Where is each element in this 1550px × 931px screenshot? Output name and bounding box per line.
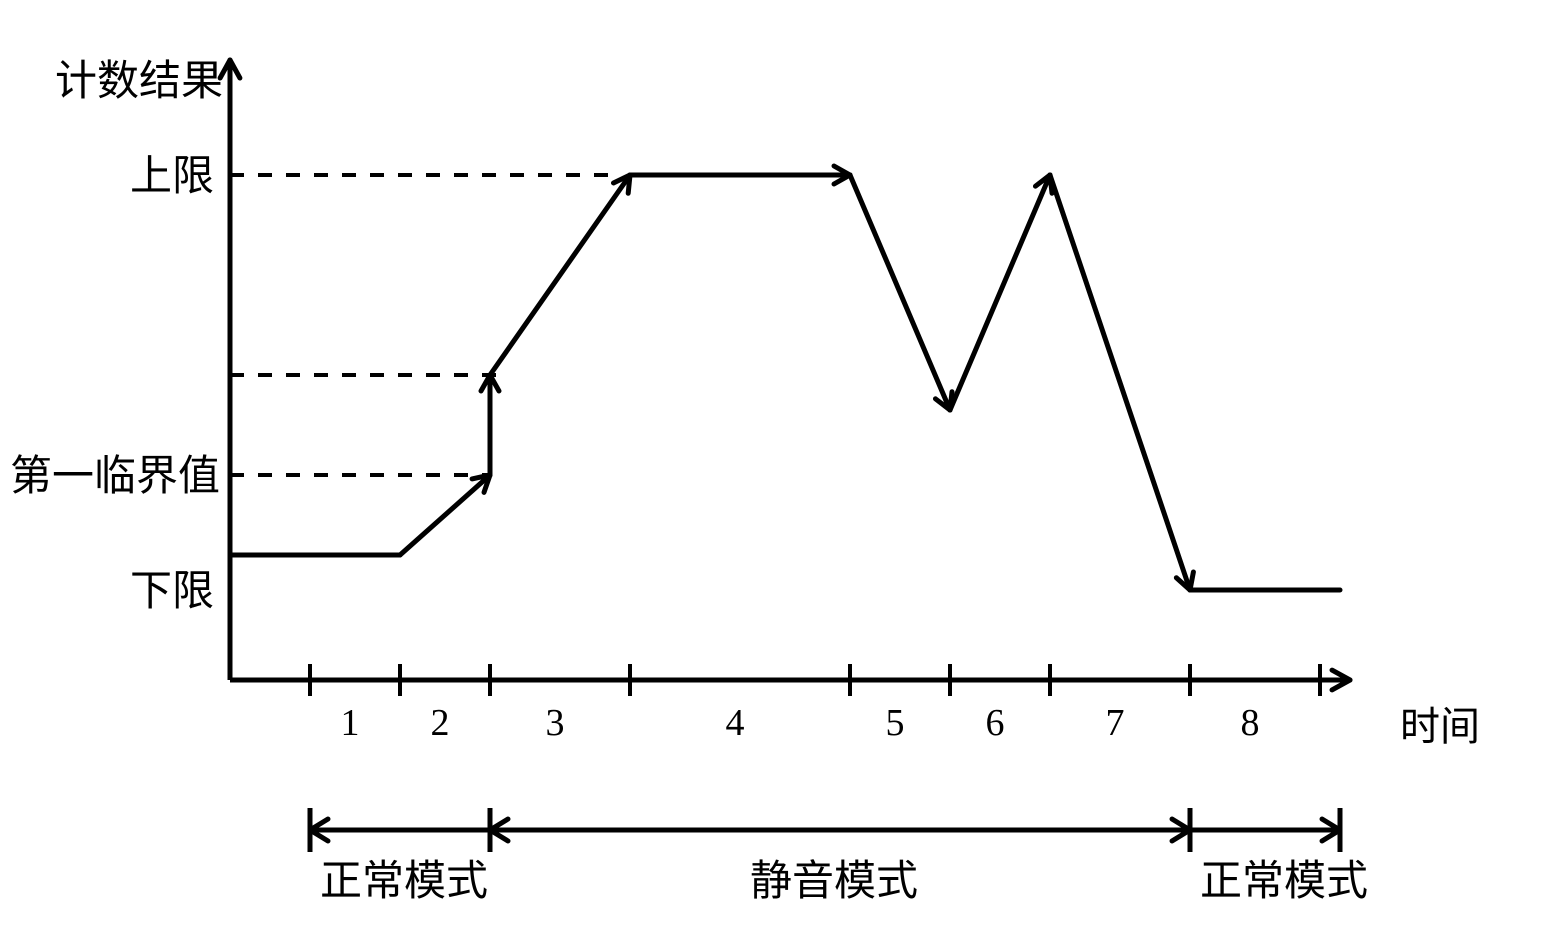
x-tick-label: 3 <box>546 702 565 744</box>
x-tick-label: 1 <box>341 702 360 744</box>
y-level-label: 上限 <box>130 154 214 200</box>
x-axis-title: 时间 <box>1400 704 1480 749</box>
x-tick-label: 4 <box>726 702 745 744</box>
dashed-guides <box>230 175 620 475</box>
curve-arrow <box>1190 572 1193 590</box>
mode-label: 正常模式 <box>1200 859 1368 905</box>
x-tick-label: 2 <box>431 702 450 744</box>
x-tick-label: 8 <box>1241 702 1260 744</box>
curve-segment <box>850 175 950 410</box>
curve-segment <box>950 175 1050 410</box>
mode-label: 正常模式 <box>320 859 488 905</box>
x-tick-label: 5 <box>886 702 905 744</box>
y-axis-title: 计数结果 <box>55 59 223 105</box>
curve-segment <box>1050 175 1190 590</box>
y-level-label: 下限 <box>130 569 214 615</box>
curve-segment <box>490 175 630 375</box>
diagram: 1 2 3 4 5 6 7 8 时间 计数结果上限第一临界值下限正常模式 静音模式 正常模式 <box>0 0 1550 931</box>
y-level-label: 第一临界值 <box>10 453 220 500</box>
curve <box>230 166 1340 590</box>
x-tick-label: 6 <box>986 702 1005 744</box>
curve-segment <box>400 475 490 555</box>
x-tick-label: 7 <box>1106 702 1125 744</box>
mode-label: 静音模式 <box>750 858 918 905</box>
axes <box>220 60 1350 690</box>
mode-bar <box>310 808 1340 852</box>
